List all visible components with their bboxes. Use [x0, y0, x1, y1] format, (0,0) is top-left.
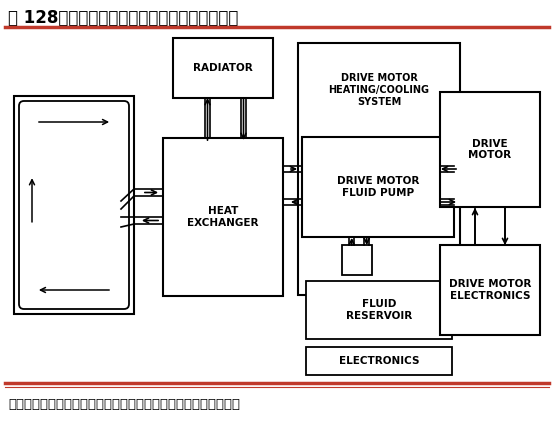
Text: ELECTRONICS: ELECTRONICS [338, 356, 419, 366]
Text: HEAT
EXCHANGER: HEAT EXCHANGER [187, 206, 259, 228]
Bar [306, 347, 452, 375]
Text: BATTERY: BATTERY [21, 200, 73, 210]
Bar [163, 138, 283, 296]
Bar [298, 43, 460, 295]
Bar [342, 245, 372, 275]
Bar [302, 137, 454, 237]
FancyBboxPatch shape [19, 101, 129, 309]
Text: RADIATOR: RADIATOR [193, 63, 253, 73]
Text: DRIVE MOTOR
FLUID PUMP: DRIVE MOTOR FLUID PUMP [337, 176, 419, 198]
Bar [440, 245, 540, 335]
Bar [440, 92, 540, 207]
Text: 资料来源：《特斯拉电动汽车热管理技术发展趋势》（胡志林等）: 资料来源：《特斯拉电动汽车热管理技术发展趋势》（胡志林等） [8, 399, 240, 411]
Text: FLUID
RESERVOIR: FLUID RESERVOIR [346, 299, 412, 321]
Text: DRIVE MOTOR
ELECTRONICS: DRIVE MOTOR ELECTRONICS [449, 279, 531, 301]
Bar [14, 96, 134, 314]
Bar [306, 281, 452, 339]
Text: DRIVE MOTOR
HEATING/COOLING
SYSTEM: DRIVE MOTOR HEATING/COOLING SYSTEM [329, 74, 429, 107]
Text: 图 128：电机低效制热模式加热电池回路示意图: 图 128：电机低效制热模式加热电池回路示意图 [8, 9, 238, 27]
Text: DRIVE
MOTOR: DRIVE MOTOR [469, 139, 511, 160]
Bar [173, 38, 273, 98]
